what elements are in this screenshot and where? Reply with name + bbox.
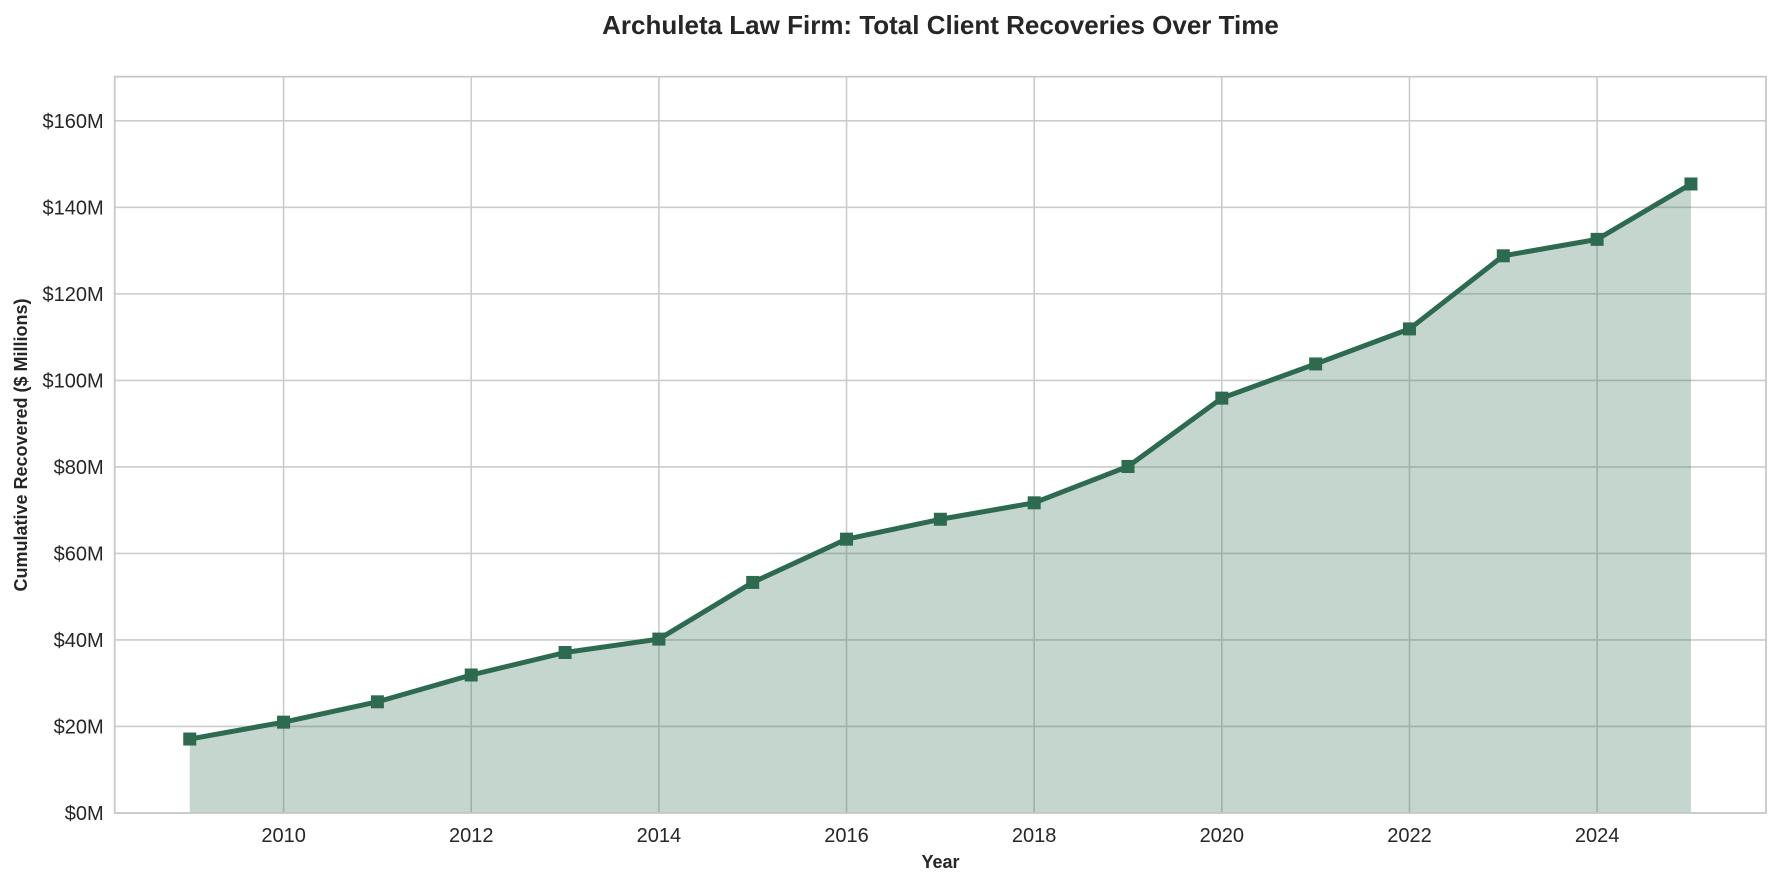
x-axis-label: Year [921, 852, 960, 872]
x-tick-label: 2020 [1200, 825, 1245, 847]
x-tick-label: 2012 [449, 825, 494, 847]
y-axis-label: Cumulative Recovered ($ Millions) [11, 298, 31, 592]
data-point-marker [652, 632, 666, 646]
y-tick-label: $160M [43, 111, 104, 133]
chart-title: Archuleta Law Firm: Total Client Recover… [602, 10, 1279, 40]
data-point-marker [1027, 496, 1041, 510]
y-tick-label: $0M [65, 803, 104, 825]
data-point-marker [1215, 391, 1229, 405]
data-point-marker [1496, 249, 1510, 263]
y-tick-label: $100M [43, 370, 104, 392]
data-point-marker [1402, 322, 1416, 336]
data-point-marker [183, 732, 197, 746]
data-point-marker [277, 715, 291, 729]
data-point-marker [558, 646, 572, 660]
data-point-marker [746, 575, 760, 589]
data-point-marker [1684, 177, 1698, 191]
x-tick-label: 2014 [637, 825, 682, 847]
y-tick-label: $60M [54, 543, 104, 565]
plot-background [114, 76, 1767, 813]
x-tick-label: 2018 [1012, 825, 1057, 847]
y-tick-label: $80M [54, 457, 104, 479]
data-point-marker [840, 532, 854, 546]
data-point-marker [464, 668, 478, 682]
data-point-marker [933, 512, 947, 526]
data-point-marker [370, 695, 384, 709]
x-tick-label: 2010 [261, 825, 306, 847]
data-point-marker [1309, 357, 1323, 371]
plot-frame [113, 75, 1767, 814]
x-tick-label: 2016 [824, 825, 869, 847]
y-tick-label: $140M [43, 197, 104, 219]
y-tick-label: $120M [43, 284, 104, 306]
data-point-marker [1590, 232, 1604, 246]
data-point-marker [1121, 459, 1135, 473]
x-tick-label: 2024 [1575, 825, 1620, 847]
x-tick-label: 2022 [1387, 825, 1432, 847]
y-tick-label: $20M [54, 716, 104, 738]
y-tick-label: $40M [54, 630, 104, 652]
